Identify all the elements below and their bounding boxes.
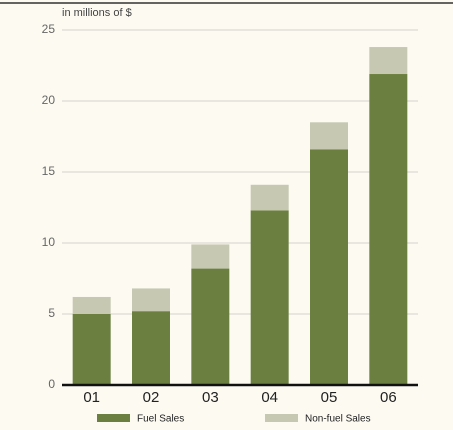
x-tick-label: 06 [380,389,397,406]
y-tick-label: 5 [48,306,55,320]
legend-swatch [265,414,298,422]
x-tick-label: 02 [143,389,160,406]
bar-segment [72,296,111,314]
x-tick-label: 05 [321,389,338,406]
y-tick-label: 15 [42,164,56,178]
y-tick-label: 0 [48,377,55,391]
legend-label: Fuel Sales [137,414,184,425]
bar-segment [310,149,348,385]
x-tick-label: 01 [83,389,100,406]
bar-segment [369,47,408,75]
x-tick-label: 04 [261,389,278,406]
bar-segment [191,268,230,385]
y-axis-label: in millions of $ [62,7,132,19]
legend-label: Non-fuel Sales [305,414,371,425]
legend-swatch [97,414,130,422]
bar-segment [369,74,408,386]
bar-segment [310,122,348,150]
bar-segment [72,314,111,385]
bar-segment [250,210,289,385]
y-tick-label: 25 [42,22,56,36]
x-tick-label: 03 [202,389,219,406]
bar-segment [250,184,289,211]
y-tick-label: 20 [42,93,56,107]
y-tick-label: 10 [42,235,56,249]
bar-segment [132,311,170,385]
bar-segment [132,288,170,312]
bar-segment [191,244,230,269]
